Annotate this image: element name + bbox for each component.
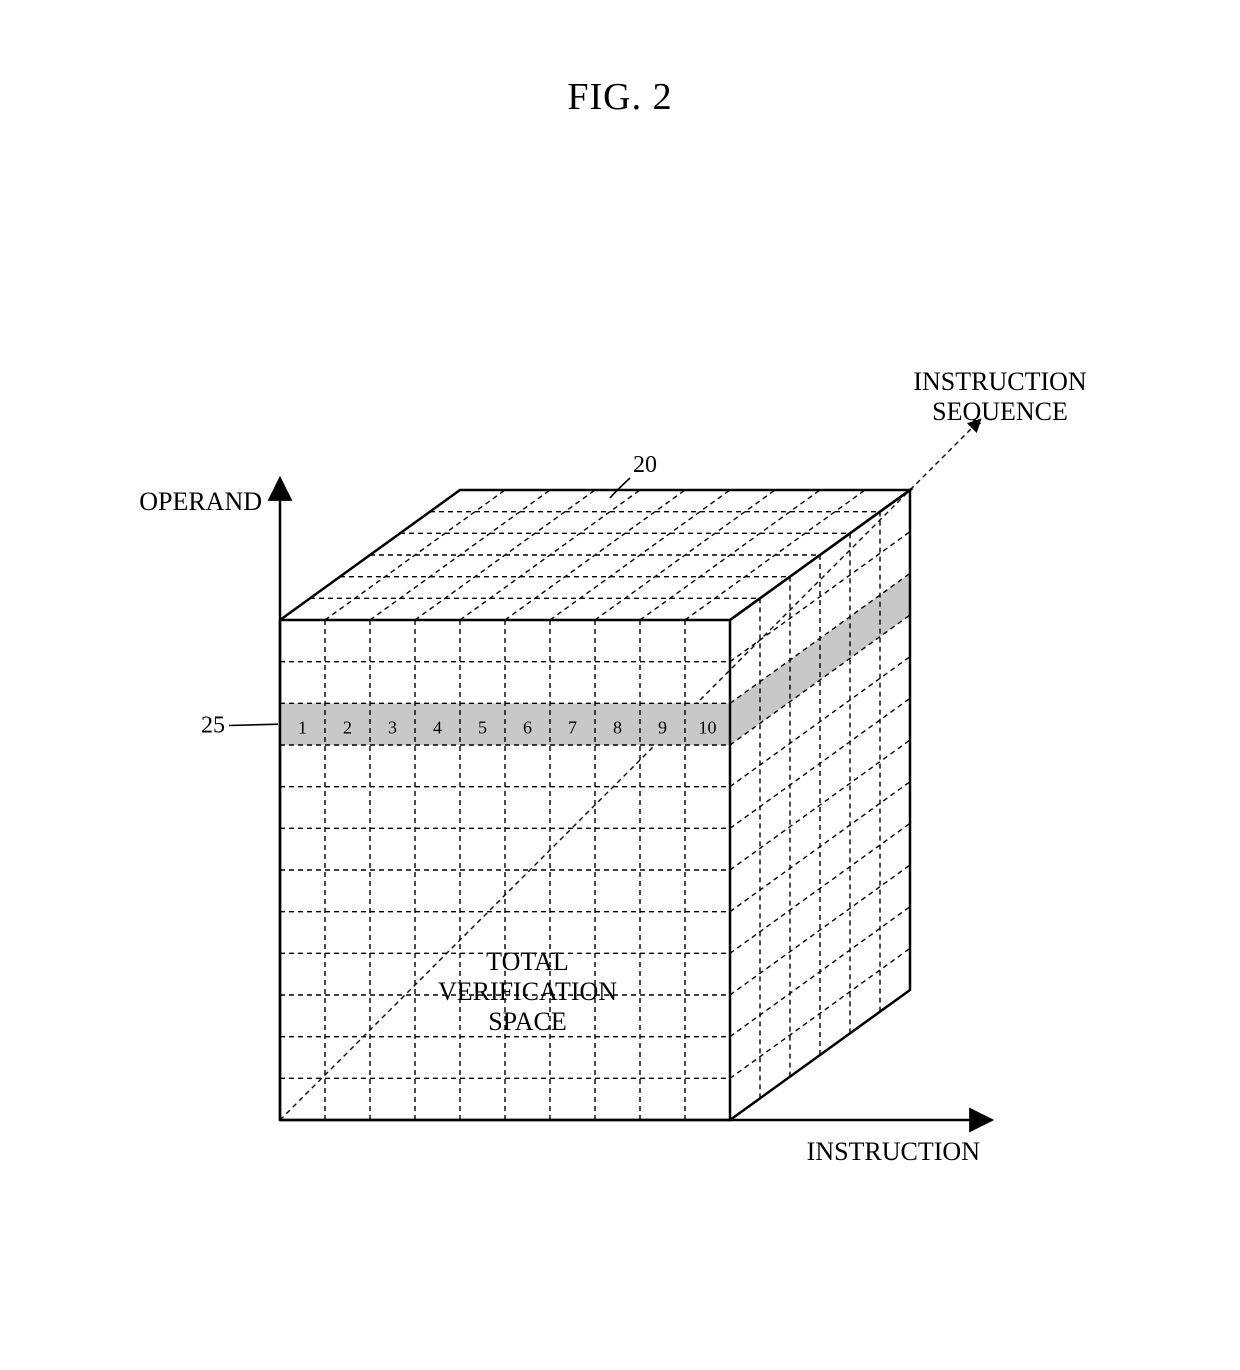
svg-text:8: 8: [613, 717, 622, 737]
svg-text:7: 7: [568, 717, 577, 737]
svg-text:OPERAND: OPERAND: [139, 487, 262, 516]
svg-text:3: 3: [388, 717, 397, 737]
svg-text:20: 20: [633, 452, 657, 478]
figure-title: FIG. 2: [0, 75, 1240, 119]
svg-text:6: 6: [523, 717, 532, 737]
svg-text:INSTRUCTION: INSTRUCTION: [913, 367, 1087, 396]
svg-text:SPACE: SPACE: [488, 1007, 567, 1036]
svg-text:9: 9: [658, 717, 667, 737]
figure-page: FIG. 2 1 2 3 4 5 6 7 8 9 10 OPERAND INSTRUCTION INST…: [0, 0, 1240, 1370]
svg-text:1: 1: [298, 717, 307, 737]
svg-text:10: 10: [699, 717, 717, 737]
svg-text:25: 25: [201, 713, 225, 739]
svg-text:4: 4: [433, 717, 442, 737]
svg-text:SEQUENCE: SEQUENCE: [932, 397, 1068, 426]
verification-space-diagram: 1 2 3 4 5 6 7 8 9 10 OPERAND INSTRUCTION INSTRUCTION…: [0, 0, 1240, 1370]
svg-text:5: 5: [478, 717, 487, 737]
svg-text:INSTRUCTION: INSTRUCTION: [807, 1137, 981, 1166]
svg-text:TOTAL: TOTAL: [486, 947, 569, 976]
svg-text:2: 2: [343, 717, 352, 737]
svg-text:VERIFICATION: VERIFICATION: [438, 977, 617, 1006]
